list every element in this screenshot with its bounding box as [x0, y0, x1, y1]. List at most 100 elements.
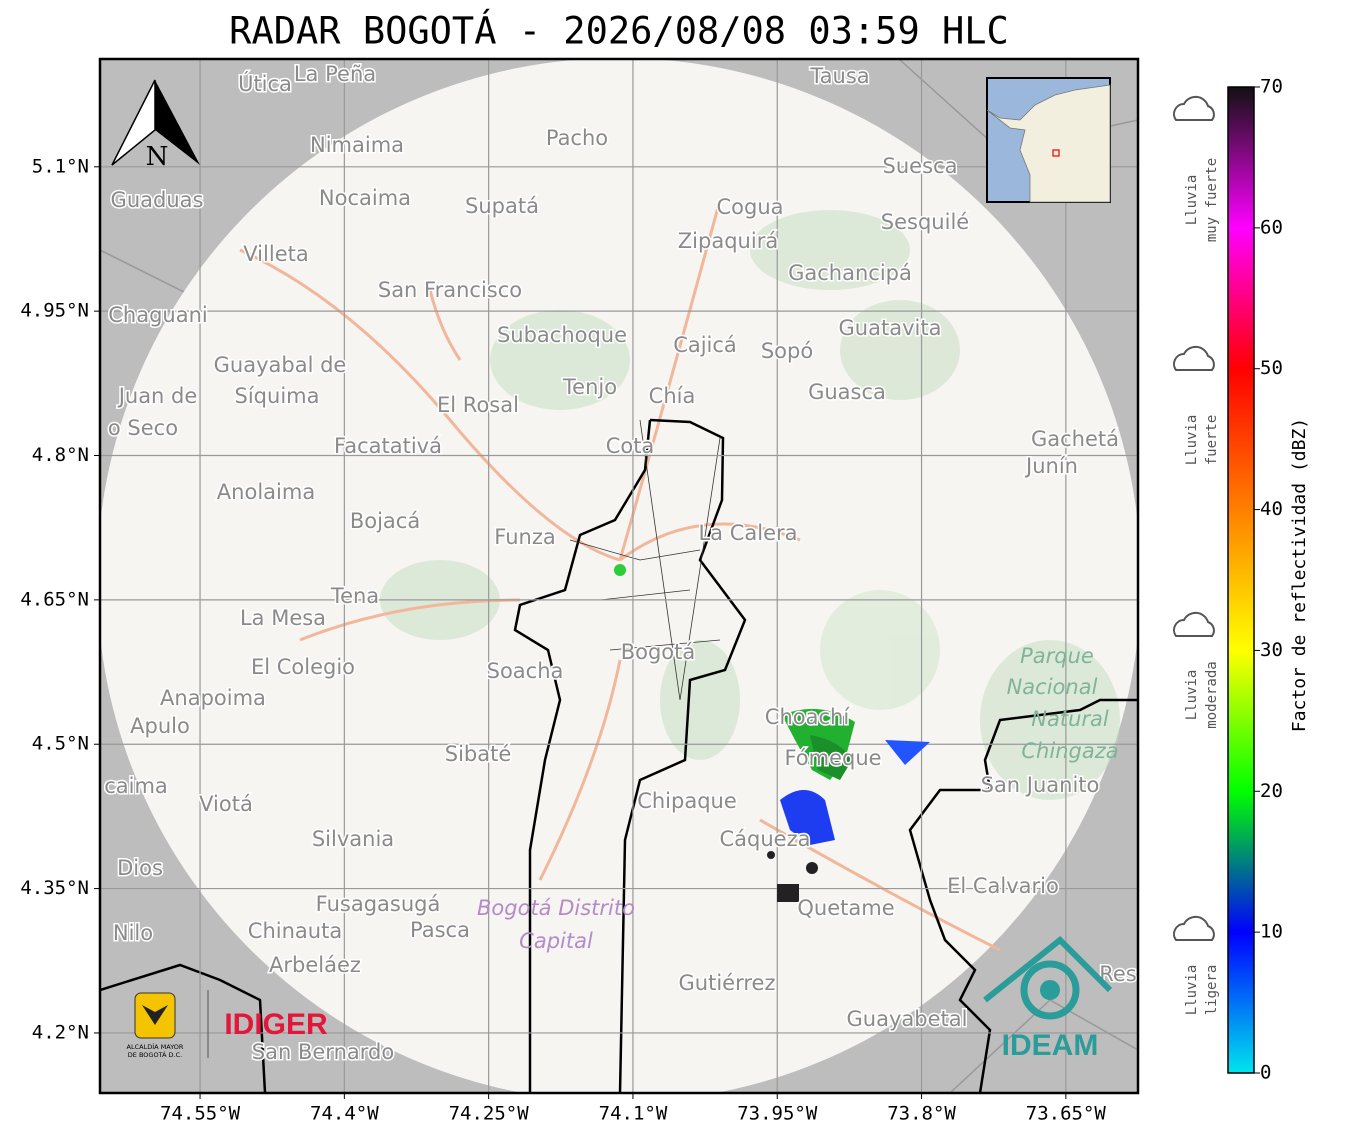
place-label: El Rosal — [437, 393, 519, 417]
place-label: Suesca — [883, 154, 958, 178]
place-label: El Calvario — [947, 874, 1059, 898]
colorbar-ticks: 0 10 20 30 40 50 60 70 — [1254, 76, 1283, 1084]
place-label: Pacho — [546, 126, 608, 150]
place-label: Cajicá — [673, 333, 737, 357]
legend-label: ligera — [1204, 965, 1220, 1016]
title: RADAR BOGOTÁ - 2026/08/08 03:59 HLC — [229, 9, 1009, 53]
x-tick-label: 73.8°W — [887, 1103, 956, 1125]
place-label: caima — [104, 774, 168, 798]
place-label: Apulo — [130, 714, 190, 738]
place-label: Tausa — [809, 64, 869, 88]
place-label: Cáqueza — [720, 827, 811, 851]
place-label: Facatativá — [334, 434, 442, 458]
place-label: Junín — [1024, 454, 1078, 478]
ideam-text: IDEAM — [1002, 1029, 1099, 1062]
park-label: Nacional — [1007, 675, 1098, 699]
colorbar-tick-label: 10 — [1260, 921, 1283, 943]
place-label: Zipaquirá — [678, 229, 778, 253]
place-label: Fómeque — [784, 746, 881, 770]
place-label: Guatavita — [839, 316, 942, 340]
map-frame — [98, 57, 1140, 1095]
cloud-icon — [1173, 345, 1215, 371]
place-label: Nilo — [113, 921, 153, 945]
place-label: Tena — [330, 584, 379, 608]
map-area: Útica La Peña Tausa Pacho Nimaima Guaduas Noca… — [100, 59, 1138, 1093]
radar-echoes — [614, 564, 930, 902]
legend-label: Lluvia — [1184, 415, 1200, 466]
radar-coverage — [100, 59, 1138, 1093]
x-tick-label: 73.95°W — [737, 1103, 818, 1125]
place-label: Cogua — [716, 195, 783, 219]
graticule — [100, 59, 1138, 1093]
park-label: Chingaza — [1021, 739, 1118, 763]
roads — [239, 199, 1001, 952]
legend-label: fuerte — [1204, 415, 1220, 466]
colorbar-tick-label: 50 — [1260, 357, 1283, 379]
x-tick-label: 74.4°W — [310, 1103, 379, 1125]
y-tick-label: 4.35°N — [20, 877, 89, 899]
colorbar-label: Factor de reflectividad (dBZ) — [1289, 418, 1310, 732]
place-label: Sesquilé — [881, 210, 969, 234]
place-label: Guayabal de — [214, 353, 347, 377]
colorbar-tick-label: 40 — [1260, 498, 1283, 520]
legend-label: moderada — [1204, 661, 1220, 728]
place-label: Dios — [117, 856, 163, 880]
north-label: N — [146, 142, 169, 172]
x-tick-label: 73.65°W — [1026, 1103, 1107, 1125]
bogota-boundary — [513, 418, 747, 1093]
place-label: Subachoque — [497, 323, 627, 347]
place-label: Funza — [494, 525, 555, 549]
park-label: Parque — [1020, 644, 1094, 668]
y-tick-label: 4.8°N — [32, 444, 89, 466]
colorbar-tick-label: 30 — [1260, 639, 1283, 661]
place-label: Fusagasugá — [316, 892, 441, 916]
place-label: San Francisco — [378, 278, 522, 302]
logo-text: DE BOGOTÁ D.C. — [128, 1050, 182, 1059]
y-tick-label: 4.2°N — [32, 1021, 89, 1043]
place-label: o Seco — [108, 416, 178, 440]
localities — [569, 419, 721, 701]
place-label: Anapoima — [160, 686, 266, 710]
legend-label: Lluvia — [1184, 175, 1200, 226]
place-label: Bojacá — [350, 509, 420, 533]
legend-label: muy fuerte — [1204, 158, 1220, 242]
place-label: La Calera — [698, 521, 797, 545]
colorbar-tick-label: 0 — [1260, 1062, 1271, 1084]
y-tick-label: 4.65°N — [20, 588, 89, 610]
colorbar-tick-label: 20 — [1260, 780, 1283, 802]
cloud-icon — [1173, 915, 1215, 941]
place-label: Nocaima — [319, 186, 411, 210]
place-label: Nimaima — [310, 133, 404, 157]
alcaldia-logo: ALCALDÍA MAYOR DE BOGOTÁ D.C. IDIGER — [127, 990, 328, 1059]
north-arrow: N — [111, 79, 200, 172]
park-label: Capital — [519, 929, 593, 953]
place-label: Supatá — [465, 194, 539, 218]
park-label: Bogotá Distrito — [477, 896, 635, 920]
place-label: Chipaque — [637, 789, 737, 813]
x-tick-label: 74.25°W — [449, 1103, 530, 1125]
place-label: Bogotá — [621, 640, 696, 664]
cloud-icon — [1173, 95, 1215, 121]
place-label: San Bernardo — [252, 1040, 394, 1064]
y-tick-label: 4.95°N — [20, 300, 89, 322]
x-tick-label: 74.55°W — [160, 1103, 241, 1125]
colorbar-tick-label: 60 — [1260, 216, 1283, 238]
place-label: La Peña — [294, 62, 376, 86]
place-label: Pasca — [410, 918, 470, 942]
place-label: Sopó — [761, 339, 813, 363]
place-label: Choachí — [765, 705, 851, 729]
place-label: Sibaté — [445, 742, 512, 766]
place-label: Villeta — [243, 242, 308, 266]
logo-text: ALCALDÍA MAYOR — [127, 1042, 184, 1051]
place-label: Chía — [649, 384, 696, 408]
place-label: Chinauta — [248, 919, 342, 943]
place-label: Síquima — [235, 384, 320, 408]
place-label: Cota — [606, 434, 655, 458]
colorbar-tick-label: 70 — [1260, 76, 1283, 98]
place-label: Soacha — [487, 659, 564, 683]
place-label: Juan de — [117, 384, 198, 408]
place-label: Guasca — [808, 380, 886, 404]
place-label: Viotá — [199, 792, 253, 816]
place-label: Gutiérrez — [679, 971, 776, 995]
